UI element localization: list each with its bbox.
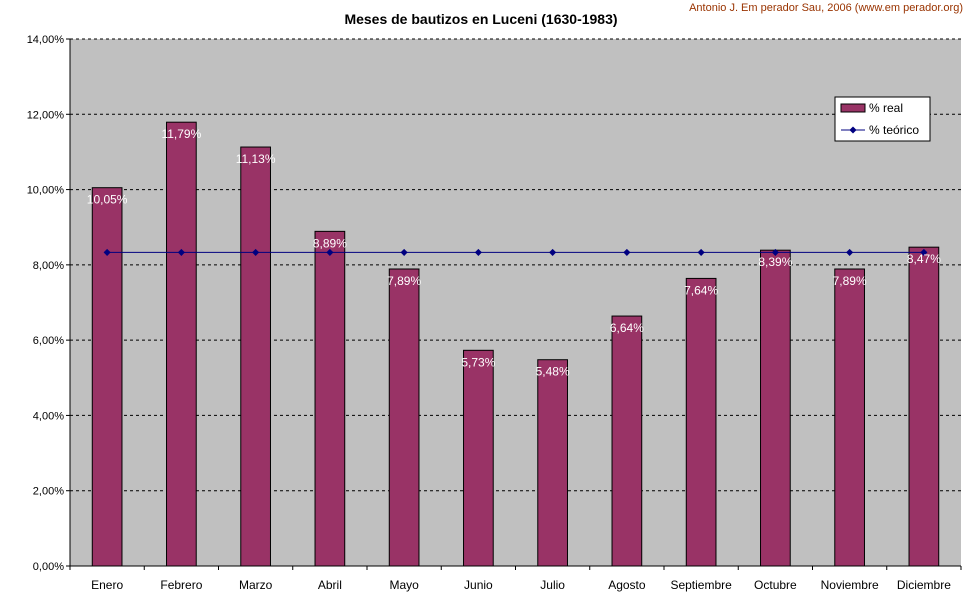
legend: % real % teórico xyxy=(834,96,931,142)
bar xyxy=(314,230,346,567)
x-tick-label: Septiembre xyxy=(670,578,732,592)
axes: 0,00% 2,00% 4,00% 6,00% 8,00% 10,00% 12,00% 14,… xyxy=(27,34,962,592)
legend-label-teorico: % teórico xyxy=(869,123,919,137)
bar xyxy=(908,246,940,567)
bar xyxy=(537,359,568,567)
y-tick-label: 6,00% xyxy=(33,335,64,347)
x-tick-label: Octubre xyxy=(754,578,797,592)
data-label: 7,64% xyxy=(684,283,718,297)
data-label: 5,73% xyxy=(461,355,495,369)
legend-label-real: % real xyxy=(869,101,903,115)
line-point xyxy=(252,248,260,256)
line-point xyxy=(177,248,185,256)
data-label: 7,89% xyxy=(833,274,867,288)
x-tick-label: Mayo xyxy=(389,578,419,592)
line-series xyxy=(103,248,928,256)
y-tick-label: 4,00% xyxy=(33,410,64,422)
y-tick-label: 2,00% xyxy=(33,486,64,498)
line-point xyxy=(549,248,557,256)
line-point xyxy=(623,248,631,256)
bar xyxy=(685,277,717,567)
chart-credit: Antonio J. Em perador Sau, 2006 (www.em … xyxy=(689,2,963,14)
data-label: 8,89% xyxy=(313,236,347,250)
plot-area xyxy=(70,39,961,566)
data-label: 5,48% xyxy=(536,365,570,379)
y-tick-label: 8,00% xyxy=(33,260,64,272)
y-tick-label: 10,00% xyxy=(27,185,65,197)
y-tick-label: 0,00% xyxy=(33,561,64,573)
legend-line-marker xyxy=(849,126,857,134)
data-labels: 10,05% 11,79% 11,13% 8,89% 7,89% 5,73% 5,48% 6,… xyxy=(87,127,941,379)
line-point xyxy=(697,248,705,256)
data-label: 10,05% xyxy=(87,193,128,207)
line-point xyxy=(400,248,408,256)
data-label: 11,13% xyxy=(236,152,276,166)
y-tick-label: 12,00% xyxy=(27,109,65,121)
x-tick-label: Enero xyxy=(91,578,123,592)
bar xyxy=(463,349,494,567)
bar-series xyxy=(91,121,940,567)
x-tick-label: Agosto xyxy=(608,578,646,592)
x-tick-label: Marzo xyxy=(239,578,273,592)
grid-lines xyxy=(70,38,961,492)
line-point xyxy=(103,248,111,256)
data-label: 7,89% xyxy=(387,274,421,288)
line-point xyxy=(474,248,482,256)
line-point xyxy=(920,248,928,256)
bar xyxy=(240,146,271,567)
x-tick-label: Noviembre xyxy=(821,578,879,592)
line-point xyxy=(846,248,854,256)
bar xyxy=(834,268,865,567)
x-tick-label: Diciembre xyxy=(897,578,951,592)
data-label: 8,47% xyxy=(907,252,941,266)
x-tick-label: Febrero xyxy=(160,578,202,592)
chart-title: Meses de bautizos en Luceni (1630-1983) xyxy=(344,11,617,27)
line-point xyxy=(326,248,334,256)
bar xyxy=(388,268,420,567)
data-label: 6,64% xyxy=(610,321,644,335)
y-tick-label: 14,00% xyxy=(27,34,65,46)
x-tick-label: Junio xyxy=(464,578,493,592)
bar xyxy=(166,121,197,567)
bar xyxy=(760,249,791,567)
x-tick-label: Julio xyxy=(540,578,565,592)
legend-bar-swatch xyxy=(840,103,866,113)
data-label: 8,39% xyxy=(758,255,792,269)
bar xyxy=(91,187,123,567)
x-tick-label: Abril xyxy=(318,578,342,592)
data-label: 11,79% xyxy=(161,127,201,141)
line-point xyxy=(771,248,779,256)
bar xyxy=(611,315,643,567)
